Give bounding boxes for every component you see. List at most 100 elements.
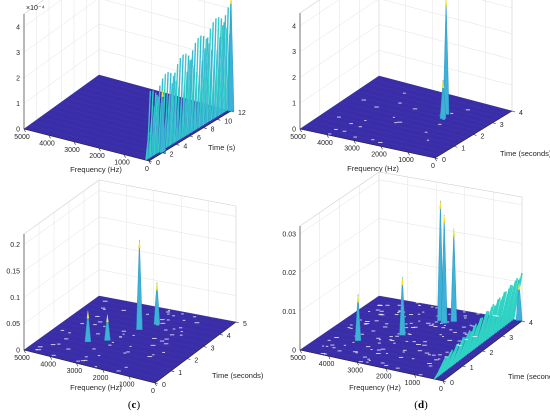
z-tick-label: 0.1: [10, 295, 20, 302]
ridge-mark: [203, 37, 209, 125]
freq-tick-label: 1000: [405, 380, 421, 387]
speckle: [390, 340, 395, 342]
speckle: [418, 320, 421, 322]
floor-ridge: [305, 345, 449, 377]
floor-ridge: [82, 307, 219, 336]
speckle: [358, 126, 362, 128]
freq-tick-label: 5000: [290, 355, 306, 362]
ridge-mark: [436, 356, 447, 378]
ridge-mark: [209, 22, 214, 122]
speckle: [458, 345, 462, 347]
time-axis: [442, 320, 523, 382]
time-tick: [187, 358, 191, 360]
speckle: [349, 327, 353, 329]
ridge-mark: [179, 54, 184, 140]
speckle: [444, 356, 449, 358]
ridge-mark: [512, 272, 523, 320]
freq-tick-label: 2000: [89, 153, 105, 160]
speckle: [398, 102, 402, 104]
speckle: [342, 130, 347, 132]
freq-tick: [434, 157, 437, 162]
freq-tick: [23, 128, 26, 133]
speckle: [430, 306, 434, 308]
floor-ridge: [345, 98, 480, 132]
speckle: [152, 337, 157, 339]
z-tick-label: 3: [16, 50, 20, 57]
speckle: [132, 334, 135, 336]
time-tick: [171, 370, 175, 373]
speckle: [465, 109, 470, 111]
speckle: [409, 322, 413, 324]
floor-ridge: [56, 326, 190, 358]
speckle: [389, 336, 393, 338]
speckle: [51, 354, 56, 356]
speckle: [461, 326, 466, 328]
speckle: [457, 340, 462, 342]
ridge-mark: [479, 311, 490, 345]
peak-spike: [84, 310, 92, 343]
floor-ridge: [45, 334, 179, 366]
speckle: [394, 314, 399, 316]
speckle: [349, 324, 353, 326]
ridge-mark: [214, 17, 220, 118]
speckle: [365, 346, 371, 348]
speckle: [417, 350, 423, 352]
speckle: [411, 358, 415, 360]
speckle: [378, 141, 383, 143]
time-tick: [473, 134, 477, 136]
panel-caption: (c): [128, 399, 141, 411]
speckle: [438, 358, 441, 360]
speckle: [433, 326, 438, 328]
speckle: [97, 355, 101, 357]
floor-ridge: [34, 121, 161, 155]
speckle: [121, 330, 126, 332]
time-tick: [203, 127, 207, 129]
floor-ridge: [34, 342, 167, 375]
freq-tick: [414, 374, 417, 378]
speckle: [453, 331, 457, 333]
x-axis-label: Frequency (Hz): [349, 383, 401, 392]
freq-tick: [385, 368, 388, 372]
speckle: [211, 316, 216, 318]
time-tick-label: 1: [470, 365, 474, 372]
freq-tick: [23, 349, 26, 354]
floor-ridge: [93, 299, 231, 327]
speckle: [417, 313, 421, 315]
speckle: [50, 344, 56, 346]
floor-ridge: [316, 338, 460, 369]
speckle: [325, 345, 329, 347]
ridge-mark: [212, 18, 217, 120]
speckle: [442, 118, 445, 120]
freq-axis: [23, 128, 150, 162]
peak-tip: [439, 200, 442, 209]
speckle: [476, 313, 480, 315]
speckle: [405, 323, 408, 325]
speckle: [167, 310, 170, 312]
speckle: [162, 351, 166, 353]
speckle: [370, 349, 373, 351]
speckle: [384, 323, 389, 325]
speckle: [179, 334, 183, 336]
time-tick-label: 6: [197, 135, 201, 142]
time-tick-label: 10: [224, 118, 232, 125]
ridge-mark: [168, 83, 173, 147]
z-tick-label: 0.05: [6, 321, 20, 328]
x-axis-label: Frequency (Hz): [70, 165, 122, 174]
time-tick-label: 12: [238, 110, 246, 117]
freq-tick-label: 1000: [114, 160, 130, 167]
speckle: [80, 360, 85, 362]
speckle: [384, 364, 389, 366]
ridge-mark: [455, 337, 466, 363]
ridge-mark: [503, 285, 514, 327]
speckle: [36, 349, 42, 351]
z-tick-label: 1: [292, 101, 296, 108]
freq-tick-label: 2000: [371, 151, 387, 158]
floor-ridge: [29, 124, 155, 158]
speckle: [375, 353, 381, 355]
speckle: [377, 342, 381, 344]
ridge-mark: [169, 75, 175, 146]
peak-spike: [450, 228, 458, 322]
speckle: [147, 356, 153, 358]
speckle: [60, 329, 65, 331]
